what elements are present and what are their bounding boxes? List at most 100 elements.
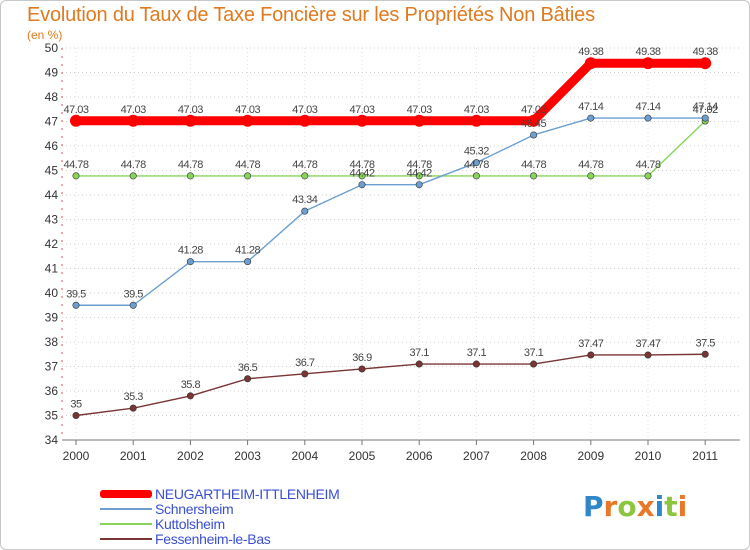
data-point-1	[587, 114, 595, 122]
data-point-2	[186, 172, 194, 180]
data-point-0	[298, 114, 311, 127]
data-label-2: 44.78	[349, 159, 374, 171]
data-point-3	[129, 404, 137, 412]
chart-title: Evolution du Taux de Taxe Foncière sur l…	[27, 4, 595, 26]
data-point-0	[70, 114, 82, 127]
data-label-0: 47.03	[521, 104, 546, 116]
x-tick-label: 2006	[406, 449, 433, 463]
data-point-0	[127, 114, 140, 127]
data-label-3: 35.3	[123, 391, 143, 403]
x-tick-label: 2008	[520, 449, 547, 463]
data-point-2	[587, 172, 595, 180]
data-label-0: 47.03	[292, 104, 317, 116]
data-label-2: 47.02	[693, 104, 718, 116]
data-label-0: 49.38	[693, 46, 718, 58]
legend-label: NEUGARTHEIM-ITTLENHEIM	[155, 486, 340, 502]
data-label-0: 47.03	[464, 104, 489, 116]
data-point-1	[644, 114, 652, 122]
data-point-3	[415, 360, 423, 368]
legend-swatch	[100, 490, 152, 498]
y-tick-label: 41	[45, 262, 59, 276]
series-line-3	[75, 353, 706, 417]
y-tick-label: 38	[45, 335, 59, 349]
x-tick-label: 2004	[291, 449, 318, 463]
y-tick-label: 37	[45, 360, 59, 374]
x-tick-label: 2003	[234, 449, 261, 463]
data-label-3: 37.47	[578, 338, 603, 350]
data-label-1: 44.42	[349, 168, 374, 180]
y-tick-label: 34	[45, 433, 59, 447]
data-label-1: 47.14	[635, 101, 660, 113]
logo-letter: x	[636, 490, 655, 523]
data-label-3: 36.9	[352, 352, 372, 364]
x-tick-label: 2011	[692, 449, 718, 463]
data-label-1: 46.45	[521, 118, 546, 130]
data-point-3	[644, 351, 652, 359]
y-tick-label: 45	[45, 164, 59, 178]
data-label-3: 37.1	[467, 347, 487, 359]
data-label-3: 36.7	[295, 357, 315, 369]
data-label-0: 49.38	[578, 46, 603, 58]
logo-letter: r	[603, 490, 618, 523]
y-tick-label: 44	[45, 188, 59, 202]
data-point-1	[301, 207, 309, 215]
data-label-3: 37.47	[635, 338, 660, 350]
data-label-3: 37.5	[695, 337, 715, 349]
x-tick-label: 2005	[349, 449, 376, 463]
data-point-3	[72, 411, 80, 419]
legend-label: Kuttolsheim	[155, 516, 225, 532]
data-point-3	[587, 351, 595, 359]
data-point-0	[584, 57, 597, 70]
y-tick-label: 47	[45, 115, 59, 129]
chart-subtitle: (en %)	[27, 28, 63, 42]
logo-letter: i	[677, 490, 688, 523]
chart-plot: 34 35 36 37 38 39 40 41 42 43 44 45 46 47 48 49 50 2000 20…	[45, 41, 740, 463]
y-tick-label: 46	[45, 139, 59, 153]
data-label-2: 44.78	[464, 159, 489, 171]
legend-swatch	[100, 508, 152, 510]
x-tick-label: 2010	[635, 449, 662, 463]
data-label-3: 35.8	[181, 379, 201, 391]
data-point-3	[186, 392, 194, 400]
data-label-2: 44.78	[121, 159, 146, 171]
data-point-2	[472, 172, 480, 180]
data-label-3: 36.5	[238, 362, 258, 374]
data-point-3	[472, 360, 480, 368]
logo-letter: i	[654, 490, 665, 523]
data-point-0	[356, 114, 368, 127]
data-point-3	[701, 350, 709, 358]
series-line-2	[75, 120, 706, 177]
y-tick-label: 36	[45, 384, 59, 398]
y-tick-label: 35	[45, 409, 59, 423]
legend-label: Fessenheim-le-Bas	[155, 531, 271, 547]
y-tick-label: 39	[45, 311, 59, 325]
data-label-3: 37.1	[409, 347, 429, 359]
data-point-3	[358, 365, 366, 373]
data-label-1: 41.28	[235, 245, 260, 257]
data-point-1	[186, 258, 194, 266]
x-tick-label: 2002	[177, 449, 204, 463]
data-label-0: 47.03	[178, 104, 203, 116]
data-point-1	[472, 159, 480, 167]
data-label-2: 44.78	[407, 159, 432, 171]
logo-letter: P	[583, 490, 604, 523]
data-point-2	[129, 172, 137, 180]
data-label-1: 39.5	[66, 288, 86, 300]
data-label-2: 44.78	[635, 159, 660, 171]
data-label-2: 44.78	[292, 159, 317, 171]
data-point-2	[644, 172, 652, 180]
data-label-1: 39.5	[123, 288, 143, 300]
data-label-3: 35	[70, 399, 82, 411]
data-point-0	[642, 57, 654, 70]
data-point-0	[413, 114, 426, 127]
data-point-2	[358, 172, 366, 180]
data-label-0: 47.03	[235, 104, 260, 116]
data-label-1: 43.34	[292, 194, 317, 206]
data-label-2: 44.78	[178, 159, 203, 171]
data-point-1	[415, 181, 423, 189]
data-point-2	[530, 172, 538, 180]
data-point-1	[72, 301, 80, 309]
data-point-2	[244, 172, 252, 180]
data-label-1: 47.14	[578, 101, 603, 113]
y-tick-label: 50	[45, 41, 59, 55]
